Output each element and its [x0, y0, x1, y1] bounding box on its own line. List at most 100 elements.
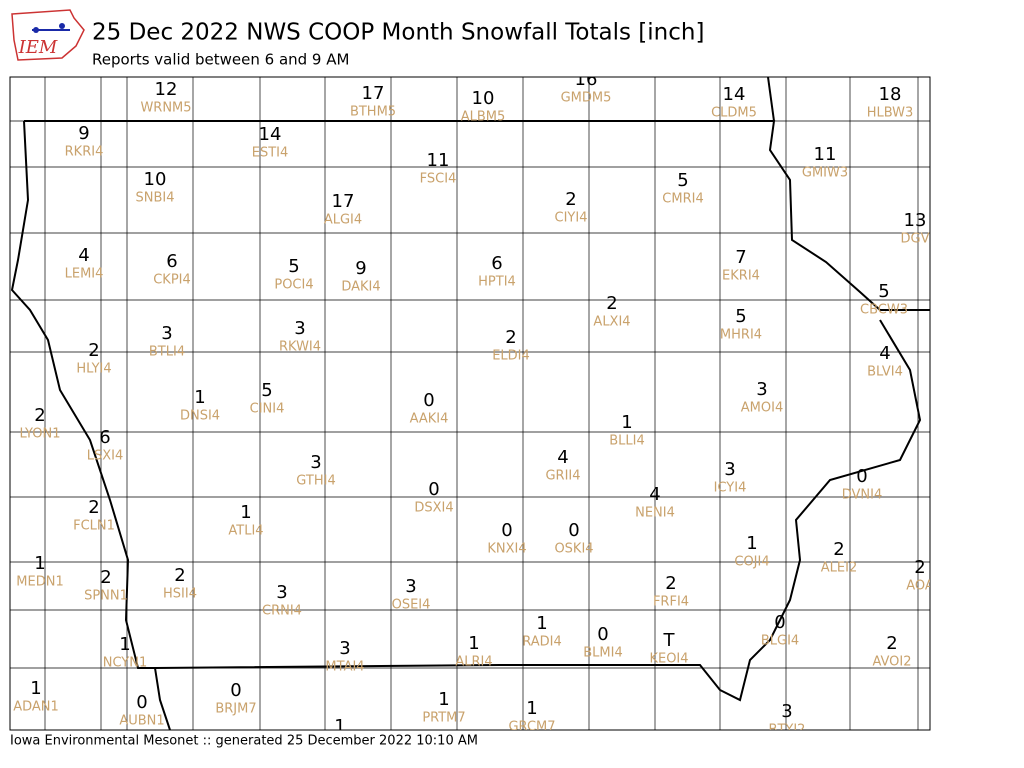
station-id: CKPI4 [153, 273, 191, 288]
station-value: 14 [723, 84, 746, 105]
station-id: DNSI4 [180, 409, 220, 424]
station-value: 2 [88, 497, 99, 518]
station-value: 0 [568, 520, 579, 541]
station-value: 11 [427, 150, 450, 171]
station-value: 2 [100, 567, 111, 588]
station-id: LEMI4 [65, 267, 104, 282]
station-value: 5 [677, 170, 688, 191]
station-id: BTLI4 [149, 345, 185, 360]
station-value: 5 [288, 256, 299, 277]
station-value: 0 [856, 466, 867, 487]
station-value: 1 [438, 689, 449, 710]
station-value: 2 [606, 293, 617, 314]
station-id: RKWI4 [279, 340, 321, 355]
station-id: LYON1 [20, 427, 61, 442]
station-id: MHRI4 [720, 328, 762, 343]
station-value: 0 [230, 680, 241, 701]
station-id: ALXI4 [593, 315, 630, 330]
station-id: AOA [906, 579, 934, 594]
station-id: EKRI4 [722, 269, 760, 284]
station-id: CBCW3 [860, 303, 908, 318]
title: 25 Dec 2022 NWS COOP Month Snowfall Tota… [92, 20, 704, 46]
logo: IEM [11, 9, 85, 61]
station-id: BLVI4 [867, 365, 903, 380]
station-value: 2 [88, 340, 99, 361]
station-value: 1 [240, 502, 251, 523]
station-value: 0 [501, 520, 512, 541]
station-value: 4 [557, 447, 568, 468]
station-id: BRJM7 [215, 702, 256, 717]
station-id: BTYI2 [769, 723, 806, 738]
station-id: BTHM5 [350, 105, 396, 120]
station-id: GMDM5 [561, 91, 612, 106]
station-value: 9 [78, 123, 89, 144]
station-id: AUBN1 [119, 714, 164, 729]
station-value: 2 [833, 539, 844, 560]
station-value: 0 [774, 612, 785, 633]
station-id: ATLI4 [228, 524, 263, 539]
station-value: 3 [756, 379, 767, 400]
station-value: 12 [155, 79, 178, 100]
station-id: RADI4 [522, 635, 562, 650]
station-value: 2 [665, 573, 676, 594]
station-id: KNXI4 [487, 542, 526, 557]
station-id: OSKI4 [554, 542, 593, 557]
station-value: 9 [355, 258, 366, 279]
station-id: GMIW3 [802, 166, 848, 181]
station-value: 0 [597, 624, 608, 645]
station-value: T [663, 630, 676, 651]
station-id: SNBI4 [136, 191, 175, 206]
station-id: MTAI4 [325, 660, 364, 675]
station-id: HSII4 [163, 587, 197, 602]
station-value: 5 [878, 281, 889, 302]
station-value: 6 [99, 427, 110, 448]
station-id: COJI4 [734, 555, 769, 570]
station-value: 4 [649, 484, 660, 505]
station-value: 2 [914, 557, 925, 578]
station-id: BLLI4 [609, 434, 645, 449]
station-value: 13 [904, 210, 927, 231]
station-value: 3 [405, 576, 416, 597]
station-id: DVNI4 [842, 488, 883, 503]
logo-text: IEM [18, 37, 58, 58]
station-id: WRNM5 [140, 101, 191, 116]
station-value: 1 [746, 533, 757, 554]
station-value: 2 [886, 633, 897, 654]
station-id: ALRI4 [455, 655, 492, 670]
station-id: ADAN1 [13, 700, 59, 715]
station-id: DGV [901, 232, 930, 247]
station-id: CIYI4 [555, 211, 588, 226]
station-id: SPNN1 [84, 589, 128, 604]
station-value: 14 [259, 124, 282, 145]
station-value: 16 [575, 69, 598, 90]
station-value: 4 [879, 343, 890, 364]
station-id: POCI4 [274, 278, 313, 293]
station-id: NCYN1 [103, 656, 148, 671]
station-value: 2 [565, 189, 576, 210]
station-id: HLYI4 [76, 362, 111, 377]
station-id: MEDN1 [16, 575, 63, 590]
station-value: 0 [428, 479, 439, 500]
station-value: 1 [536, 613, 547, 634]
station-id: RKRI4 [65, 145, 104, 160]
station-value: 3 [724, 459, 735, 480]
station-id: CMRI4 [662, 192, 703, 207]
station-value: 6 [166, 251, 177, 272]
station-value: 10 [144, 169, 167, 190]
station-id: AAKI4 [410, 412, 449, 427]
station-value: 7 [735, 247, 746, 268]
station-value: 3 [294, 318, 305, 339]
station-id: DAKI4 [341, 280, 380, 295]
subtitle: Reports valid between 6 and 9 AM [92, 51, 349, 69]
station-id: AMOI4 [741, 401, 783, 416]
station-value: 5 [735, 306, 746, 327]
station-value: 3 [339, 638, 350, 659]
station-value: 1 [194, 387, 205, 408]
station-value: 18 [879, 84, 902, 105]
station-value: 0 [136, 692, 147, 713]
station-id: BLMI4 [583, 646, 622, 661]
station-value: 10 [472, 88, 495, 109]
map-frame [9, 76, 931, 731]
